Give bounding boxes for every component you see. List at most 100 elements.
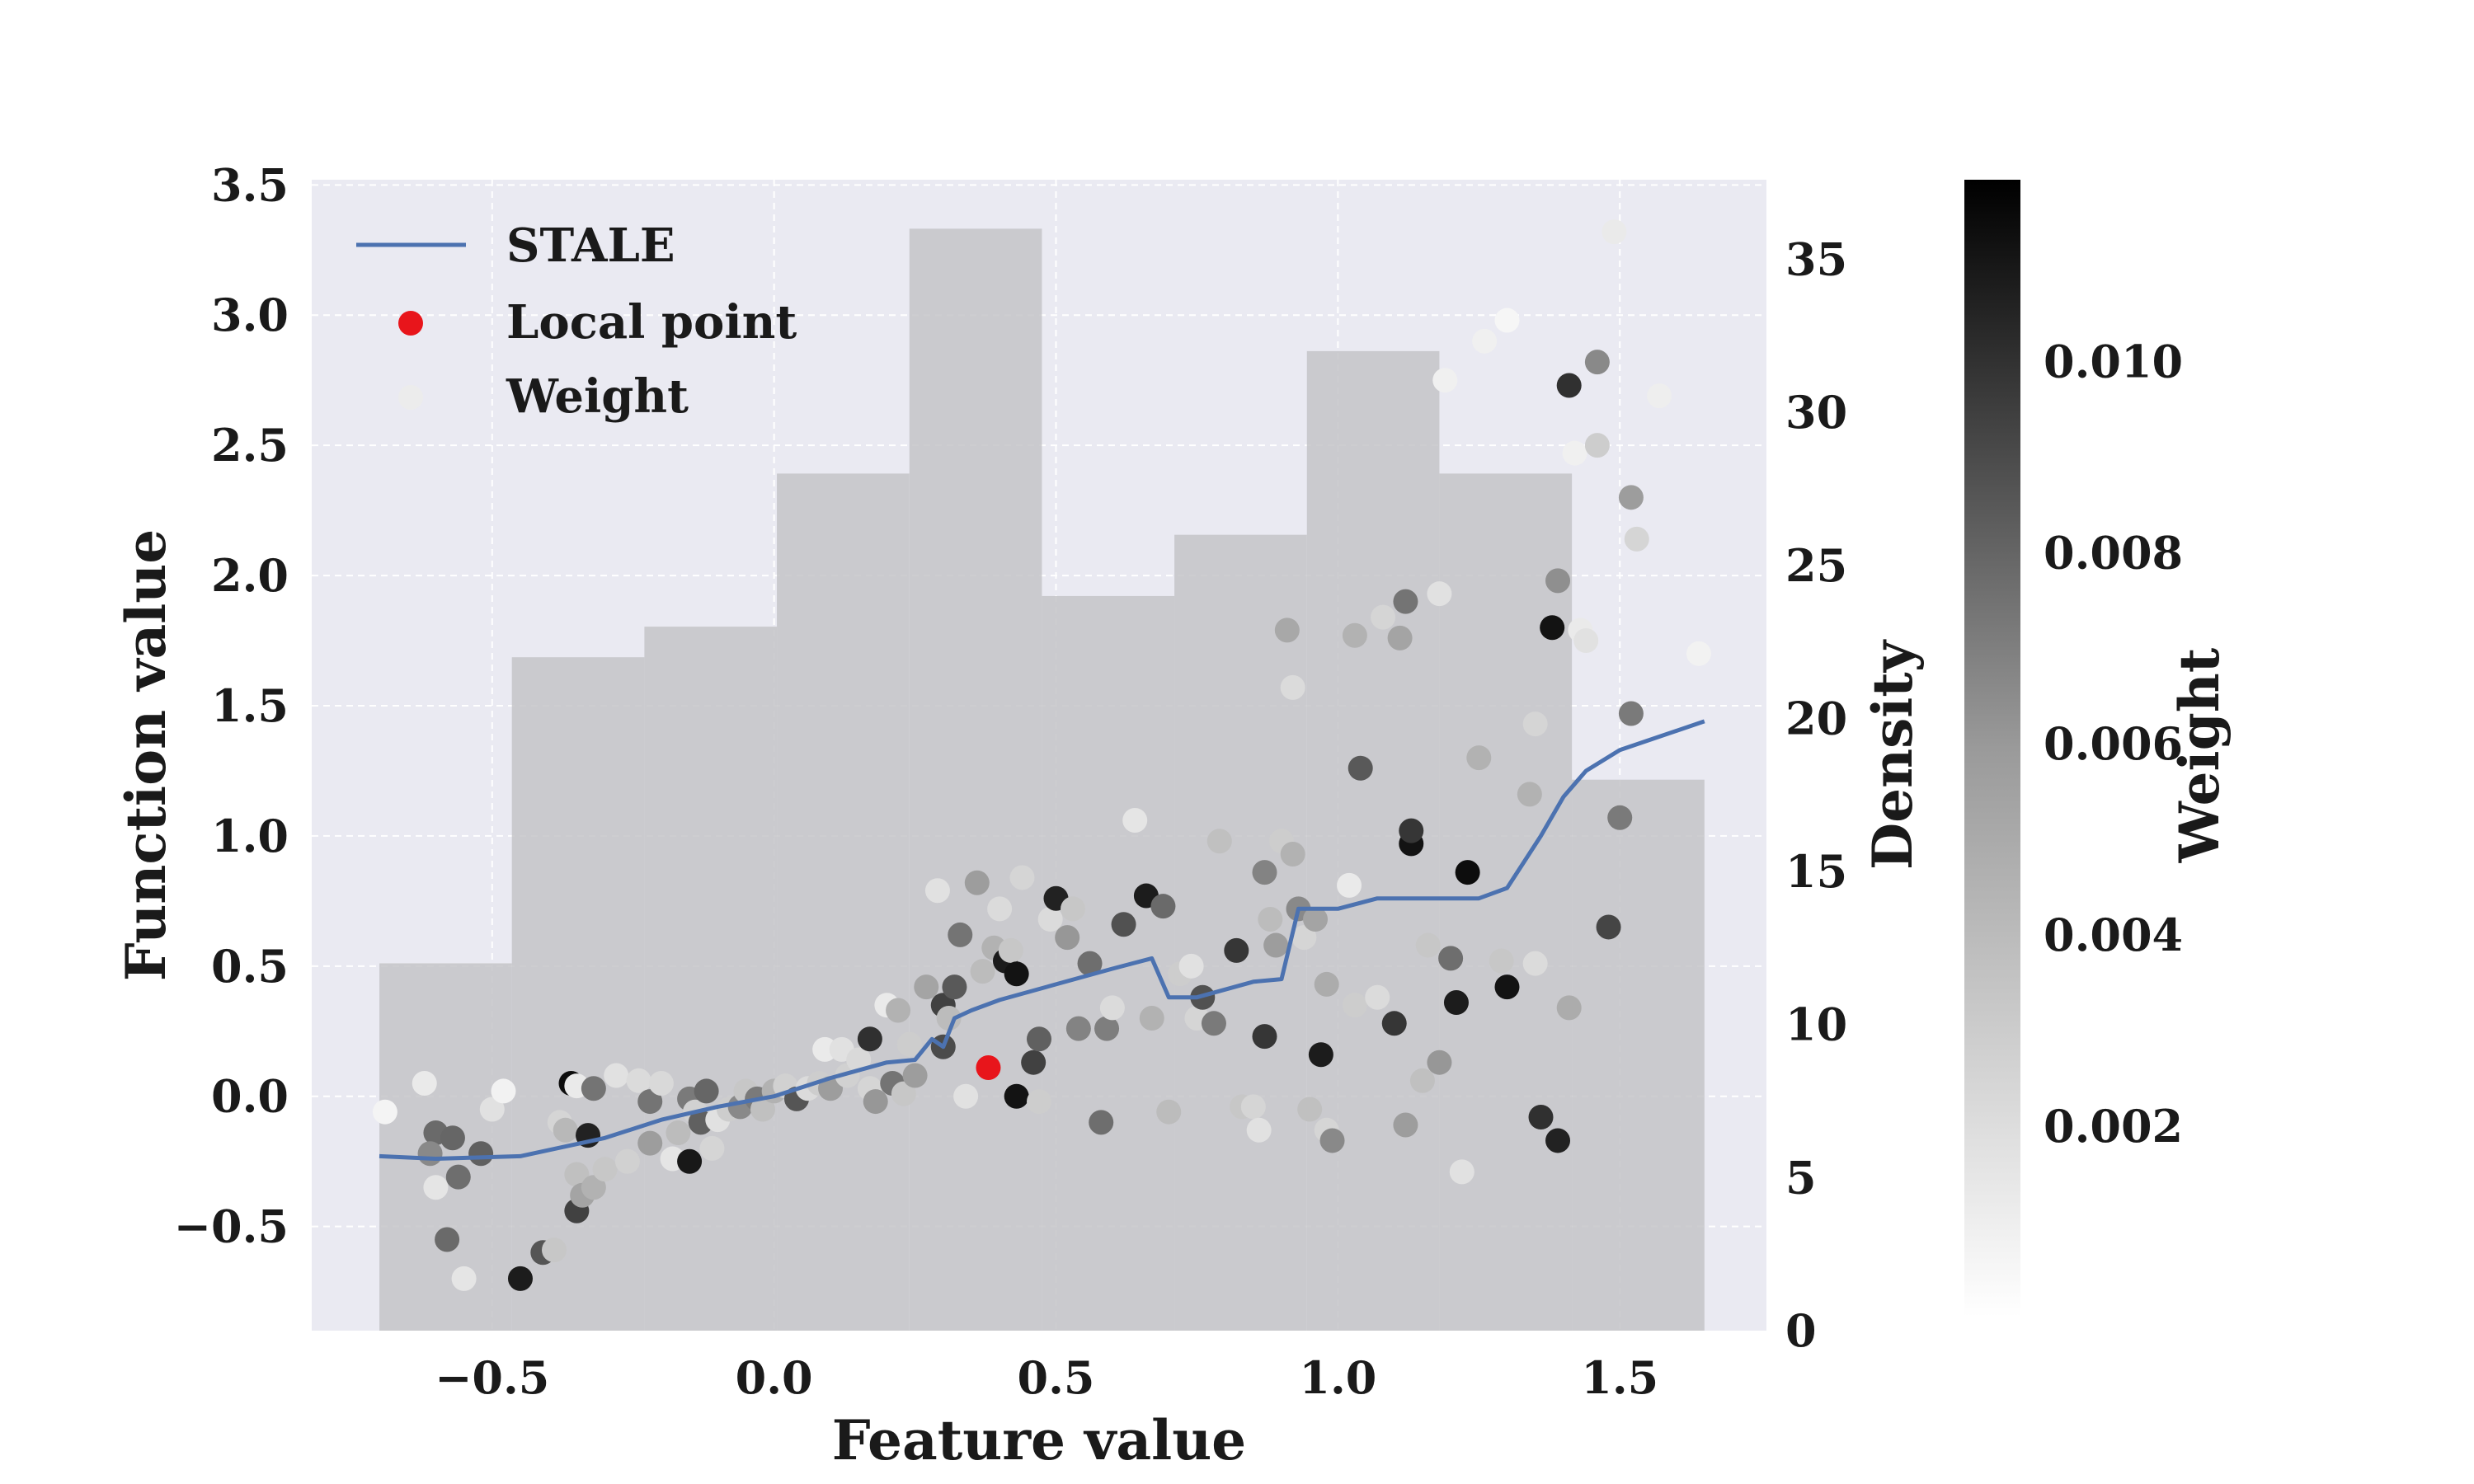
data-point xyxy=(1280,674,1305,700)
data-point xyxy=(1472,328,1498,354)
data-point xyxy=(1399,818,1424,843)
data-point xyxy=(1432,368,1458,393)
data-point xyxy=(423,1175,449,1200)
data-point xyxy=(1111,912,1136,937)
density-histogram xyxy=(379,228,1705,1331)
stale-line xyxy=(379,719,1705,1161)
data-point xyxy=(964,870,990,895)
histogram-bar xyxy=(511,657,645,1331)
data-point xyxy=(1618,485,1644,510)
data-point xyxy=(948,922,973,947)
y-tick-label: 2.5 xyxy=(211,419,289,472)
data-point xyxy=(1607,805,1633,830)
data-point xyxy=(699,1135,725,1161)
histogram-bar xyxy=(1572,779,1705,1331)
data-point xyxy=(1545,1128,1571,1153)
data-point xyxy=(1122,807,1148,833)
y-tick-label: 0.0 xyxy=(211,1070,289,1123)
data-point xyxy=(542,1237,567,1263)
data-point xyxy=(1156,1099,1182,1125)
data-point xyxy=(1624,526,1649,552)
data-point xyxy=(1274,618,1300,643)
data-point xyxy=(1602,219,1627,245)
data-point xyxy=(1387,625,1413,650)
data-point xyxy=(1280,842,1305,867)
data-point xyxy=(1150,894,1176,919)
data-point xyxy=(592,1157,618,1182)
data-point xyxy=(451,1266,477,1291)
colorbar-tick-label: 0.006 xyxy=(2044,717,2183,770)
legend-weight-swatch xyxy=(398,385,423,410)
data-point xyxy=(1201,1011,1226,1036)
data-point xyxy=(970,959,995,984)
data-point xyxy=(1291,925,1317,951)
colorbar-tick-label: 0.002 xyxy=(2044,1100,2183,1153)
legend-local-point-label: Local point xyxy=(506,295,797,350)
data-point xyxy=(372,1099,397,1125)
legend-stale-label: STALE xyxy=(506,218,675,273)
data-point xyxy=(998,937,1023,963)
data-point xyxy=(412,1070,437,1096)
data-point xyxy=(1365,984,1390,1010)
data-point xyxy=(1381,1011,1407,1036)
data-point xyxy=(846,1047,872,1073)
data-point xyxy=(648,1070,674,1096)
data-point xyxy=(666,1120,691,1145)
data-point xyxy=(637,1089,663,1115)
data-point xyxy=(1348,755,1373,781)
data-point xyxy=(614,1148,640,1174)
x-tick-label: 1.5 xyxy=(1581,1351,1658,1404)
data-point xyxy=(1021,1050,1047,1075)
histogram-bar xyxy=(1174,534,1307,1331)
data-point xyxy=(942,974,967,1000)
y2-tick-label: 10 xyxy=(1785,998,1847,1051)
data-point xyxy=(1089,1110,1114,1135)
data-point xyxy=(553,1117,578,1143)
data-point xyxy=(936,1005,962,1031)
data-point xyxy=(1246,1117,1272,1143)
colorbar-ticks: 0.002 0.004 0.006 0.008 0.010 xyxy=(2044,335,2183,1153)
data-point xyxy=(1647,383,1672,409)
data-point xyxy=(1618,701,1644,726)
x-axis-title: Feature value xyxy=(832,1408,1246,1472)
data-point xyxy=(1427,581,1452,607)
x-tick-label: −0.5 xyxy=(435,1351,549,1404)
data-point xyxy=(1037,906,1063,932)
data-point xyxy=(1562,440,1587,466)
data-point xyxy=(435,1227,460,1252)
data-point xyxy=(1240,1094,1266,1120)
data-point xyxy=(896,1031,922,1057)
y-tick-label: 3.0 xyxy=(211,289,289,341)
data-point xyxy=(1308,1042,1333,1068)
data-point xyxy=(445,1164,471,1190)
y2-axis-ticks: 0 5 10 15 20 25 30 35 xyxy=(1785,233,1847,1357)
data-point xyxy=(626,1068,651,1093)
data-point xyxy=(812,1036,838,1062)
data-point xyxy=(1409,1068,1435,1093)
data-point xyxy=(914,974,939,1000)
data-point xyxy=(1055,925,1080,951)
data-point xyxy=(468,1141,494,1167)
y-axis-title: Function value xyxy=(114,529,178,982)
y2-tick-label: 35 xyxy=(1785,233,1847,286)
x-tick-label: 1.0 xyxy=(1299,1351,1376,1404)
legend-weight-label: Weight xyxy=(506,369,689,424)
data-point xyxy=(694,1078,719,1104)
data-point xyxy=(1206,829,1232,854)
data-point xyxy=(1004,1083,1029,1109)
histogram-bar xyxy=(909,228,1042,1331)
colorbar-title: Weight xyxy=(2167,647,2232,863)
data-point xyxy=(1061,896,1086,922)
data-point xyxy=(1004,961,1029,987)
y2-tick-label: 5 xyxy=(1785,1151,1817,1204)
data-point xyxy=(1556,373,1582,398)
data-point xyxy=(1449,1159,1475,1185)
data-point xyxy=(863,1089,888,1115)
data-point xyxy=(604,1063,629,1088)
data-point xyxy=(1686,641,1711,666)
y-tick-label: 3.5 xyxy=(211,158,289,211)
data-point xyxy=(581,1076,606,1101)
data-point xyxy=(1371,604,1396,630)
x-tick-label: 0.5 xyxy=(1018,1351,1095,1404)
